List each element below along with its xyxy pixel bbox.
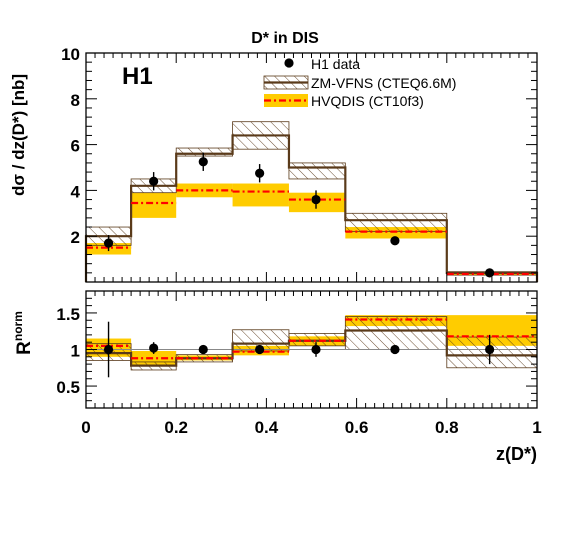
top-zmvfns-band-5 xyxy=(344,212,448,233)
x-tick-label: 0 xyxy=(81,418,90,437)
x-tick-label: 1 xyxy=(532,418,541,437)
chart-title: D* in DIS xyxy=(251,30,319,47)
x-tick-label: 0.6 xyxy=(345,418,369,437)
legend-label-hvqdis: HVQDIS (CT10f3) xyxy=(311,93,424,109)
x-tick-label: 0.8 xyxy=(435,418,459,437)
top-y-axis-label: dσ / dz(D*) [nb] xyxy=(9,74,28,196)
bottom-data-point-4 xyxy=(311,344,321,355)
top-panel: 2 4 6 8 10 xyxy=(61,45,539,283)
top-y-tick-label: 4 xyxy=(71,182,81,201)
bottom-y-axis-label-sup: norm xyxy=(11,311,25,341)
legend-label-zmvfns: ZM-VFNS (CTEQ6.6M) xyxy=(311,75,456,91)
legend-marker-data xyxy=(284,58,294,68)
top-hvqdis-band-5 xyxy=(345,227,447,239)
x-tick-label: 0.4 xyxy=(255,418,279,437)
bottom-y-tick-label: 0.5 xyxy=(56,378,80,397)
bottom-data-point-0 xyxy=(103,344,114,355)
top-data-point-5 xyxy=(390,236,400,246)
top-hvqdis-band-3 xyxy=(232,183,289,207)
top-hvqdis-band-2 xyxy=(176,183,233,198)
top-zmvfns-line xyxy=(84,134,539,282)
x-axis-label: z(D*) xyxy=(496,444,537,464)
bottom-data-point-1 xyxy=(149,343,159,353)
top-y-tick-label: 6 xyxy=(71,137,80,156)
bottom-y-tick-label: 1 xyxy=(71,342,80,361)
top-y-tick-label: 10 xyxy=(61,45,80,64)
bottom-y-axis-label: Rnorm xyxy=(11,311,35,355)
bottom-y-axis-label-main: R xyxy=(14,341,35,355)
top-zmvfns-band-4 xyxy=(288,162,346,180)
top-y-tick-label: 2 xyxy=(71,228,80,247)
top-data-point-6 xyxy=(485,268,495,278)
top-data-point-0 xyxy=(103,238,114,248)
legend: H1 data ZM-VFNS (CTEQ6.6M) HVQDIS (CT10f3) xyxy=(263,56,456,109)
top-y-tick-label: 8 xyxy=(71,91,80,110)
bottom-y-tick-label: 1.5 xyxy=(56,305,80,324)
legend-label-data: H1 data xyxy=(311,56,360,72)
top-data-point-2 xyxy=(198,157,208,167)
bottom-data-point-2 xyxy=(198,344,208,355)
bottom-panel: 0.5 1 1.5 0 0.2 0.4 0.6 0.8 1 xyxy=(56,290,542,437)
bottom-data-point-3 xyxy=(255,344,265,355)
top-data-point-1 xyxy=(149,176,159,186)
bottom-data-point-6 xyxy=(485,344,495,355)
top-data-point-3 xyxy=(255,168,265,178)
top-data-point-4 xyxy=(311,194,321,205)
top-hvqdis-band-1 xyxy=(131,192,177,218)
bottom-data-point-5 xyxy=(390,344,400,355)
x-tick-label: 0.2 xyxy=(164,418,188,437)
experiment-label: H1 xyxy=(122,63,153,90)
bottom-zmvfns-band-5 xyxy=(344,316,448,350)
bottom-zmvfns-line xyxy=(86,329,537,367)
